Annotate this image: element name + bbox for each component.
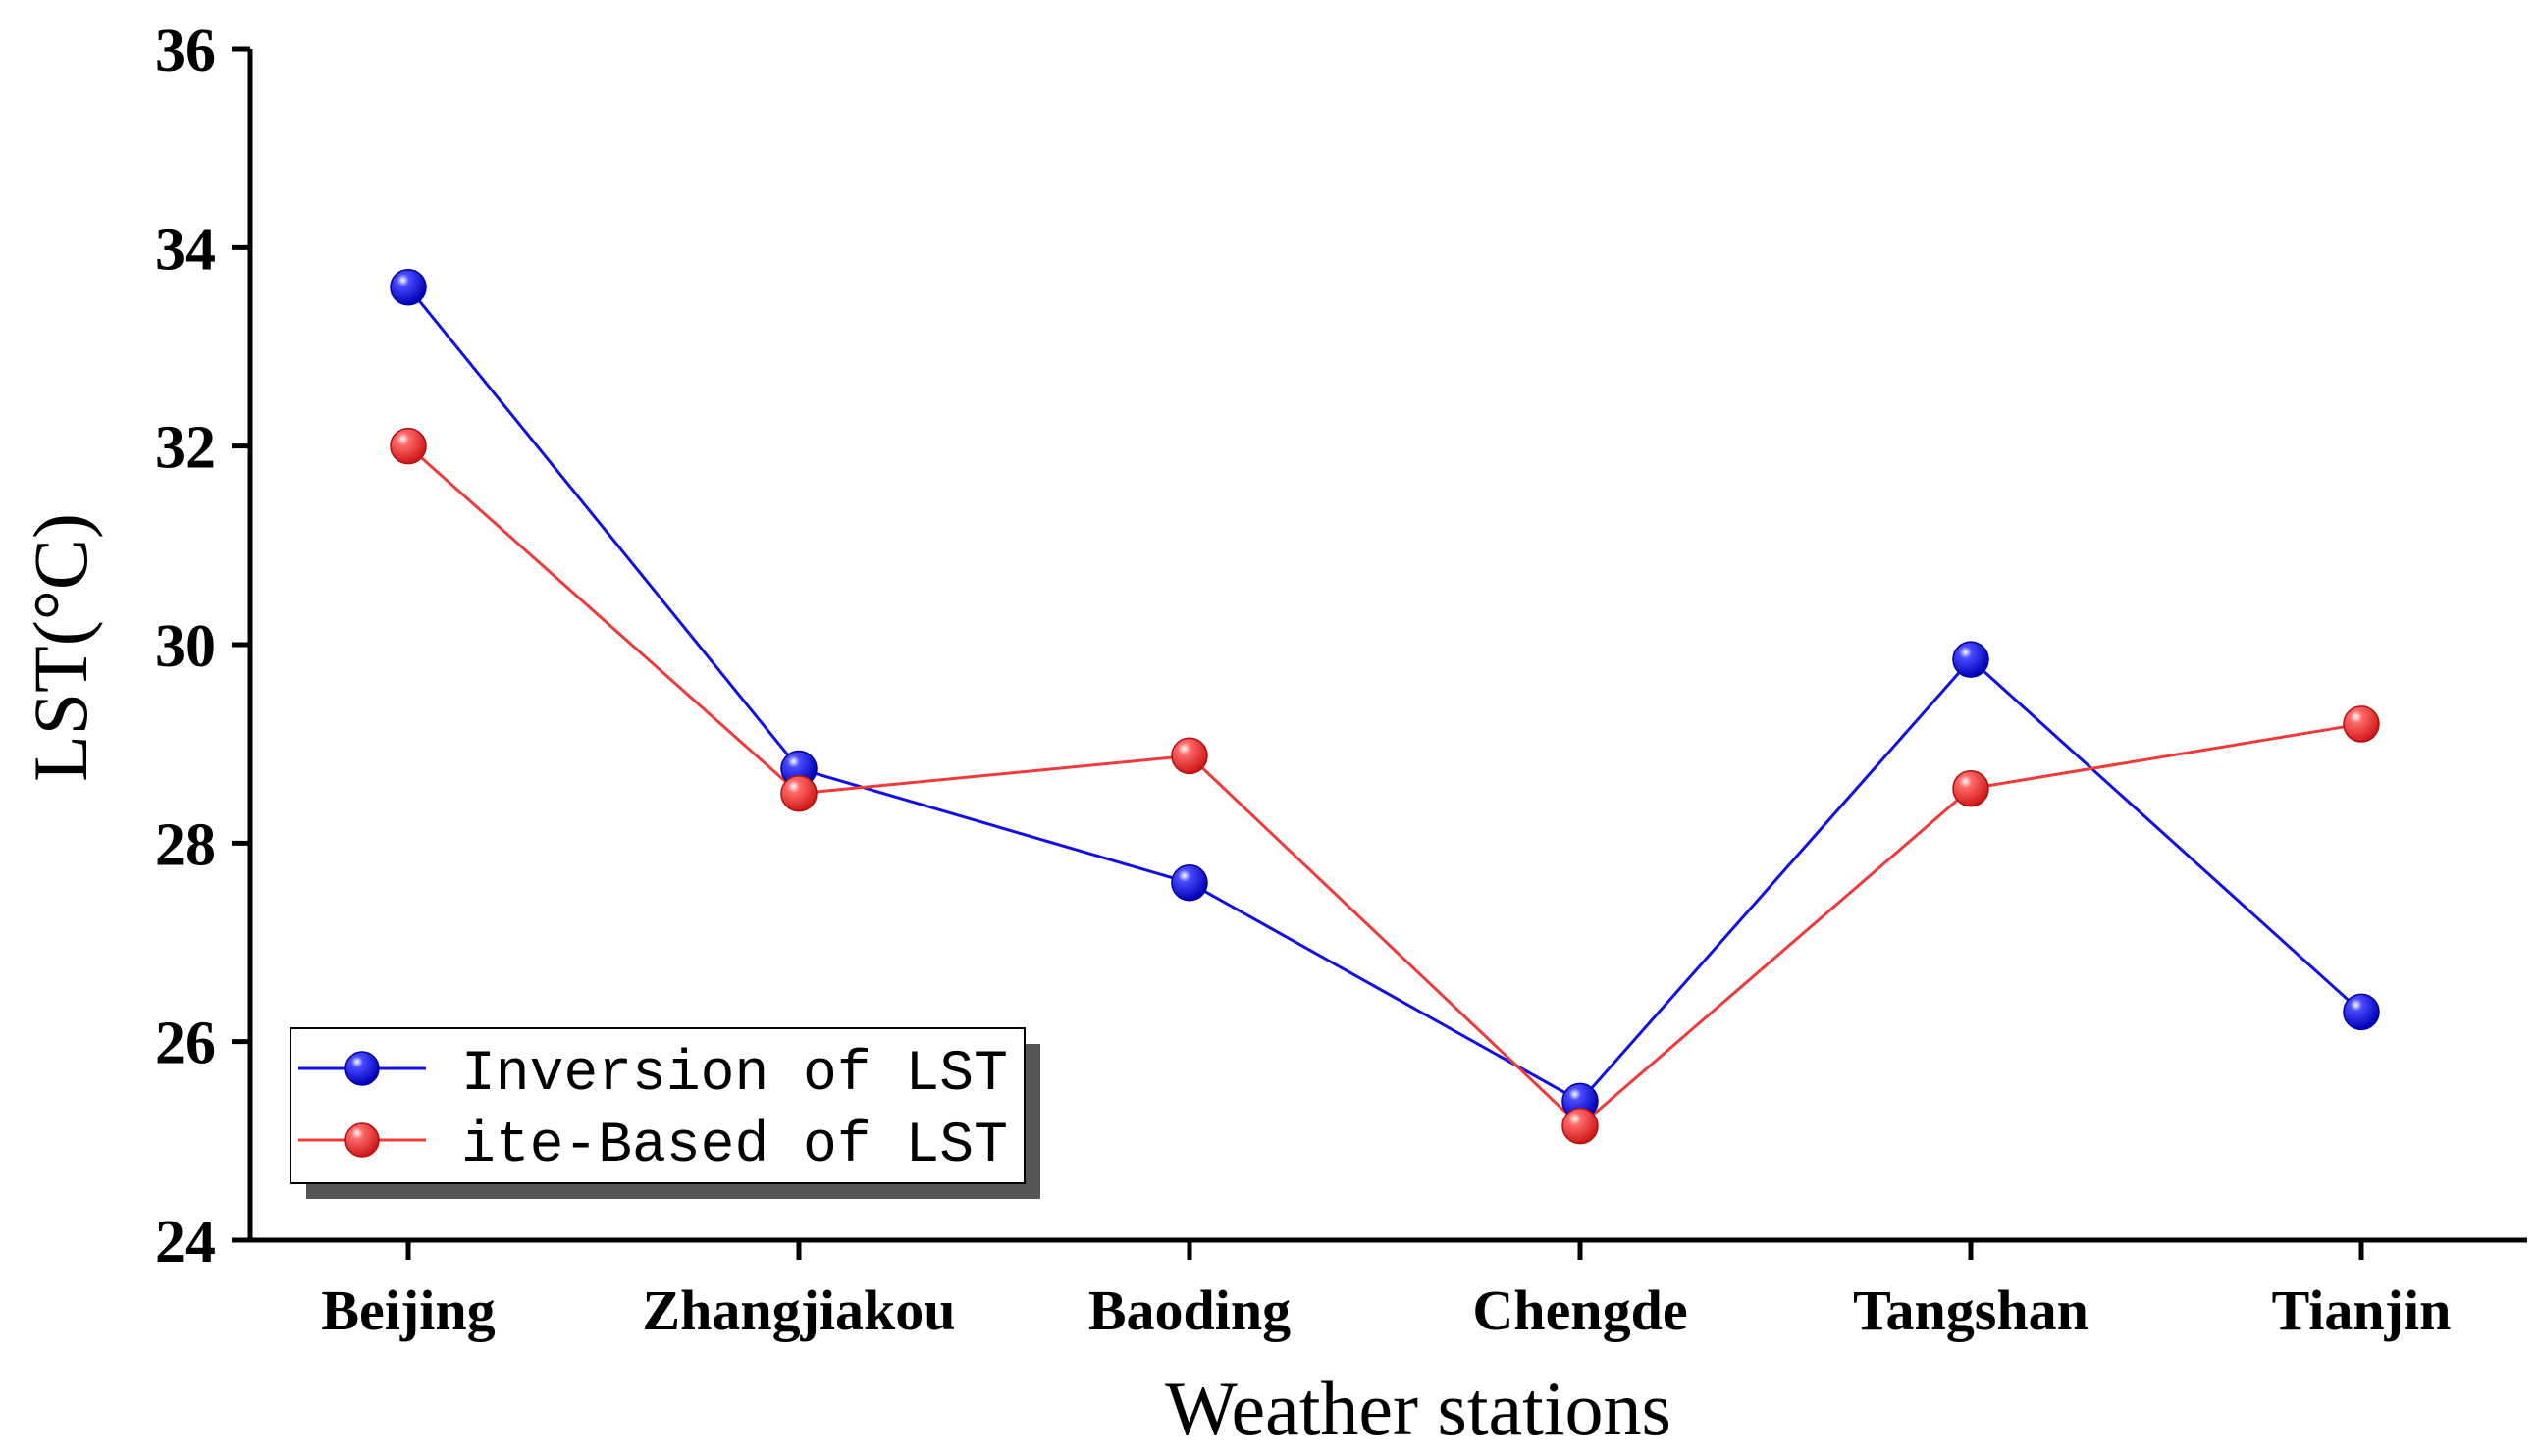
series-line — [407, 444, 2362, 1128]
data-point-baoding — [1171, 864, 1208, 902]
series-inversion — [406, 286, 2363, 1104]
y-tick-label: 28 — [155, 811, 216, 878]
data-point-zhangjiakou — [780, 775, 818, 812]
legend-marker-site-based — [344, 1122, 380, 1158]
series-line — [406, 286, 2363, 1104]
x-tick-label-zhangjiakou: Zhangjiakou — [642, 1278, 955, 1342]
y-tick-label: 24 — [155, 1209, 216, 1275]
data-point-tianjin — [2343, 993, 2380, 1031]
data-point-beijing — [390, 269, 427, 306]
y-tick-label: 26 — [155, 1011, 216, 1077]
data-point-tianjin — [2343, 705, 2380, 743]
series-points-site-based — [390, 427, 2380, 1145]
y-ticks: 24 26 28 30 32 34 36 — [155, 18, 250, 1275]
y-axis-title: LST(°C) — [18, 513, 103, 782]
x-tick-label-tianjin: Tianjin — [2272, 1278, 2452, 1342]
data-point-chengde — [1561, 1107, 1599, 1145]
x-tick-label-beijing: Beijing — [321, 1278, 495, 1342]
series-layer — [390, 269, 2380, 1145]
legend-box — [290, 1027, 1026, 1184]
x-ticks: Beijing Zhangjiakou Baoding Chengde Tangshan… — [321, 1240, 2451, 1342]
x-axis-title: Weather stations — [1165, 1366, 1671, 1451]
data-point-beijing — [390, 427, 427, 465]
y-tick-label: 34 — [155, 216, 216, 283]
legend: Inversion of LST ite-Based of LST — [290, 1027, 1040, 1199]
y-tick-label: 32 — [155, 415, 216, 482]
x-tick-label-baoding: Baoding — [1088, 1278, 1291, 1342]
data-point-tangshan — [1952, 769, 1989, 807]
y-tick-label: 36 — [155, 18, 216, 84]
legend-label-site-based: ite-Based of LST — [461, 1115, 1008, 1178]
data-point-tangshan — [1952, 641, 1989, 678]
legend-label-inversion: Inversion of LST — [461, 1043, 1008, 1107]
data-point-baoding — [1171, 737, 1208, 775]
x-tick-label-tangshan: Tangshan — [1853, 1278, 2089, 1342]
axes: 24 26 28 30 32 34 36 Beijing Zhangjiakou Baoding… — [155, 18, 2527, 1342]
legend-marker-inversion — [344, 1051, 380, 1086]
series-site-based — [407, 444, 2362, 1128]
x-tick-label-chengde: Chengde — [1472, 1278, 1687, 1342]
y-tick-label: 30 — [155, 613, 216, 680]
